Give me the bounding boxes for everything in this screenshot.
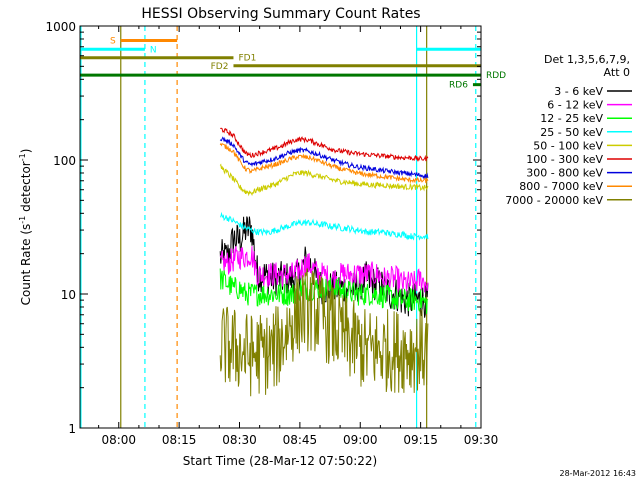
axes: 08:00 08:15 08:30 08:45 09:00 09:15 09:30 1 10 10… [45,20,498,447]
series-line-6 [219,136,429,180]
legend-header-line2: Att 0 [604,66,630,79]
legend-label-6: 300 - 800 keV [526,167,603,180]
data-series [219,127,429,397]
chart-title: HESSI Observing Summary Count Rates [141,6,420,22]
flag-label-2: FD1 [238,54,256,64]
y-axis-label-sup1: -1 [18,216,27,224]
y-tick-label-3: 1000 [45,20,76,34]
x-tick-label-5: 09:15 [403,433,438,447]
y-axis-label-mid: detector [19,161,33,216]
series-line-4 [219,163,429,197]
y-tick-label-1: 10 [61,288,76,302]
timestamp: 28-Mar-2012 16:43 [560,469,637,478]
x-tick-label-4: 09:00 [343,433,378,447]
y-axis-label-sup2: -1 [18,153,27,161]
x-tick-label-6: 09:30 [464,433,499,447]
legend-header-line1: Det 1,3,5,6,7,9, [544,53,630,66]
x-tick-label-0: 08:00 [101,433,136,447]
legend-label-0: 3 - 6 keV [554,85,603,98]
x-tick-label-1: 08:15 [162,433,197,447]
flag-label-4: RDD [486,71,506,81]
flag-label-5: RD6 [449,81,468,91]
x-tick-label-2: 08:30 [222,433,257,447]
x-axis-label: Start Time (28-Mar-12 07:50:22) [183,454,377,468]
legend-label-2: 12 - 25 keV [540,112,603,125]
state-flags: S N FD1 FD2 RDD RD6 [80,36,506,91]
series-line-5 [220,127,429,162]
y-tick-label-2: 100 [53,154,76,168]
legend-label-1: 6 - 12 keV [547,99,603,112]
flag-label-0: S [110,36,116,46]
series-line-3 [220,211,429,241]
y-axis-label: Count Rate (s-1 detector-1) [18,149,33,306]
series-line-8 [219,268,429,397]
plot-frame [79,25,482,429]
legend-label-4: 50 - 100 keV [533,139,603,152]
legend-label-3: 25 - 50 keV [540,126,603,139]
legend-label-5: 100 - 300 keV [526,153,603,166]
series-line-7 [219,142,429,184]
y-tick-label-0: 1 [68,422,76,436]
y-axis-label-end: ) [19,149,33,154]
legend-label-7: 800 - 7000 keV [519,180,603,193]
flag-label-3: FD2 [211,62,229,72]
legend-label-8: 7000 - 20000 keV [505,194,603,207]
time-markers [80,26,477,428]
y-axis-label-main: Count Rate (s [19,224,33,306]
flag-label-1: N [150,45,157,55]
series-line-1 [219,246,429,293]
x-tick-label-3: 08:45 [283,433,318,447]
